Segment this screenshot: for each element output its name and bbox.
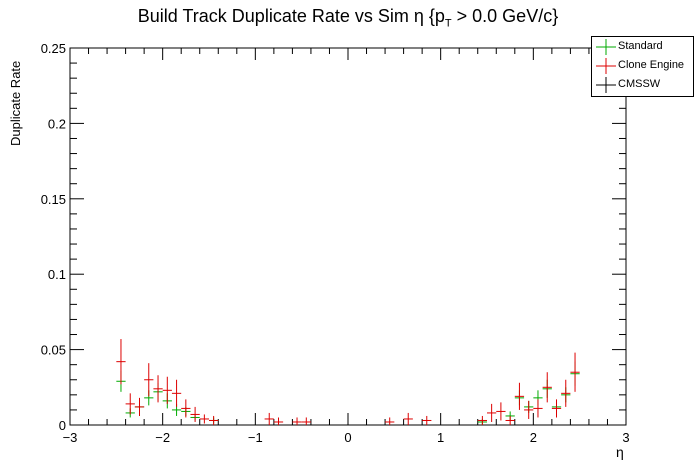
- data-point: [505, 415, 515, 425]
- plot-frame: [69, 47, 627, 426]
- data-point: [162, 376, 172, 404]
- data-point: [209, 415, 219, 425]
- data-point: [385, 417, 395, 425]
- y-tick-label: 0.25: [41, 41, 66, 56]
- data-point: [134, 397, 145, 416]
- data-point: [496, 402, 506, 421]
- data-point: [181, 399, 191, 418]
- x-tick-label: −2: [155, 430, 170, 445]
- series-clone-engine: [116, 339, 580, 425]
- legend-marker-cmssw-icon: [596, 77, 616, 93]
- x-axis-label: η: [616, 444, 624, 460]
- data-point: [477, 415, 487, 425]
- x-tick-label: 2: [530, 430, 537, 445]
- data-point: [199, 414, 209, 424]
- data-point: [116, 339, 126, 385]
- data-point: [273, 417, 284, 425]
- legend-label: CMSSW: [618, 78, 661, 90]
- x-tick-label: −1: [248, 430, 263, 445]
- data-point: [264, 412, 274, 425]
- data-point: [301, 417, 311, 425]
- data-point: [551, 399, 562, 418]
- y-tick-label: 0.2: [48, 116, 66, 131]
- legend-label: Clone Engine: [618, 59, 685, 71]
- chart-title: Build Track Duplicate Rate vs Sim η {pT …: [137, 6, 559, 30]
- x-tick-label: 1: [437, 430, 444, 445]
- data-point: [403, 412, 413, 425]
- y-axis-label: Duplicate Rate: [8, 60, 23, 146]
- data-marks: [116, 339, 580, 425]
- data-point: [570, 352, 580, 392]
- data-point: [153, 375, 163, 403]
- data-point: [422, 415, 432, 425]
- x-tick-label: 3: [622, 430, 629, 445]
- x-tick-label: −3: [63, 430, 78, 445]
- data-point: [125, 393, 135, 415]
- data-point: [542, 372, 552, 403]
- data-point: [524, 400, 534, 419]
- legend-entry-standard: Standard: [594, 38, 694, 56]
- legend: Standard Clone Engine CMSSW: [591, 36, 694, 97]
- data-point: [487, 403, 497, 422]
- data-point: [533, 399, 543, 418]
- legend-entry-clone-engine: Clone Engine: [594, 57, 694, 75]
- axis-ticks: [69, 47, 627, 426]
- y-tick-label: 0.1: [48, 267, 66, 282]
- legend-marker-standard-icon: [596, 39, 616, 55]
- data-point: [514, 382, 525, 410]
- legend-entry-cmssw: CMSSW: [594, 76, 694, 94]
- data-point: [292, 417, 302, 425]
- data-point: [561, 379, 571, 407]
- data-point: [171, 379, 182, 407]
- tick-labels: −3 −2 −1 0 1 2 3 0 0.05 0.1 0.15 0.2 0.25: [41, 41, 630, 445]
- y-tick-label: 0: [59, 418, 66, 433]
- data-point: [144, 363, 154, 397]
- y-tick-label: 0.05: [41, 343, 66, 358]
- legend-marker-clone-engine-icon: [596, 58, 616, 74]
- x-tick-label: 0: [344, 430, 351, 445]
- y-tick-label: 0.15: [41, 192, 66, 207]
- legend-label: Standard: [618, 40, 663, 52]
- data-point: [190, 406, 200, 422]
